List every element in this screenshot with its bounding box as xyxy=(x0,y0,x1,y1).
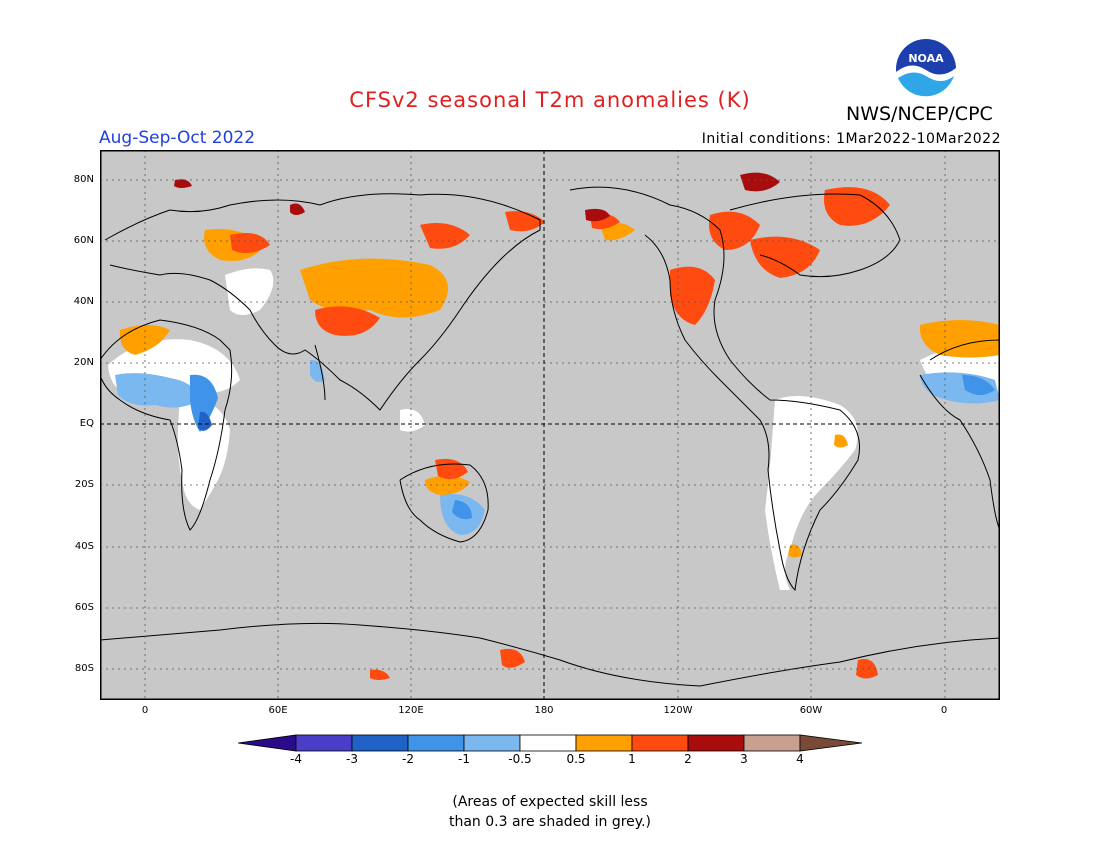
colorbar-tick: 1 xyxy=(628,752,636,766)
lat-label-80n: 80N xyxy=(73,174,94,185)
warm-anomalies-darkred xyxy=(174,172,780,222)
colorbar-segment xyxy=(351,734,409,752)
colorbar-tick: 0.5 xyxy=(566,752,586,766)
colorbar-tick: -3 xyxy=(346,752,358,766)
organization-label: NWS/NCEP/CPC xyxy=(846,103,993,125)
map-frame xyxy=(100,150,1000,700)
colorbar-segment xyxy=(575,734,633,752)
colorbar-segment xyxy=(407,734,465,752)
lat-label-20s: 20S xyxy=(74,479,94,490)
colorbar-tick: 4 xyxy=(796,752,804,766)
lon-label-0-right: 0 xyxy=(940,705,948,716)
lat-label-eq: EQ xyxy=(79,418,94,429)
warm-anomalies-red xyxy=(230,187,890,680)
lat-label-40n: 40N xyxy=(73,296,94,307)
colorbar-tick: -1 xyxy=(458,752,470,766)
colorbar-low-arrow xyxy=(238,734,297,752)
colorbar-segment xyxy=(631,734,689,752)
noaa-logo: NOAA xyxy=(896,39,957,100)
skill-note-line-1: (Areas of expected skill less xyxy=(452,794,648,810)
lon-label-120w: 120W xyxy=(663,705,693,716)
lon-label-60e: 60E xyxy=(268,705,288,716)
lon-label-60w: 60W xyxy=(799,705,823,716)
colorbar-tick: -0.5 xyxy=(508,752,532,766)
colorbar-tick: 2 xyxy=(684,752,692,766)
colorbar-segment xyxy=(295,734,353,752)
initial-conditions-label: Initial conditions: 1Mar2022-10Mar2022 xyxy=(701,131,1001,147)
period-label: Aug-Sep-Oct 2022 xyxy=(99,128,256,148)
lon-label-180: 180 xyxy=(534,705,554,716)
lon-label-0-left: 0 xyxy=(141,705,149,716)
skill-note-line-2: than 0.3 are shaded in grey.) xyxy=(448,814,651,830)
lat-label-60s: 60S xyxy=(74,602,94,613)
cool-anomalies xyxy=(115,359,1000,535)
lat-label-80s: 80S xyxy=(74,663,94,674)
lat-label-20n: 20N xyxy=(73,357,94,368)
colorbar xyxy=(238,734,862,752)
warm-anomalies-orange xyxy=(119,222,1000,558)
lat-label-60n: 60N xyxy=(73,235,94,246)
colorbar-segment xyxy=(519,734,577,752)
colorbar-tick: -4 xyxy=(290,752,302,766)
colorbar-tick: 3 xyxy=(740,752,748,766)
noaa-logo-text: NOAA xyxy=(908,52,944,65)
graticule xyxy=(100,150,1000,700)
colorbar-segment xyxy=(687,734,745,752)
colorbar-tick: -2 xyxy=(402,752,414,766)
skill-note: (Areas of expected skill less than 0.3 a… xyxy=(0,792,1100,832)
colorbar-segment xyxy=(463,734,521,752)
anomaly-map xyxy=(100,150,1000,700)
colorbar-high-arrow xyxy=(799,734,862,752)
colorbar-segment xyxy=(743,734,801,752)
lat-label-40s: 40S xyxy=(74,541,94,552)
lon-label-120e: 120E xyxy=(398,705,424,716)
coastlines xyxy=(100,186,1000,687)
map-title: CFSv2 seasonal T2m anomalies (K) xyxy=(349,88,751,112)
